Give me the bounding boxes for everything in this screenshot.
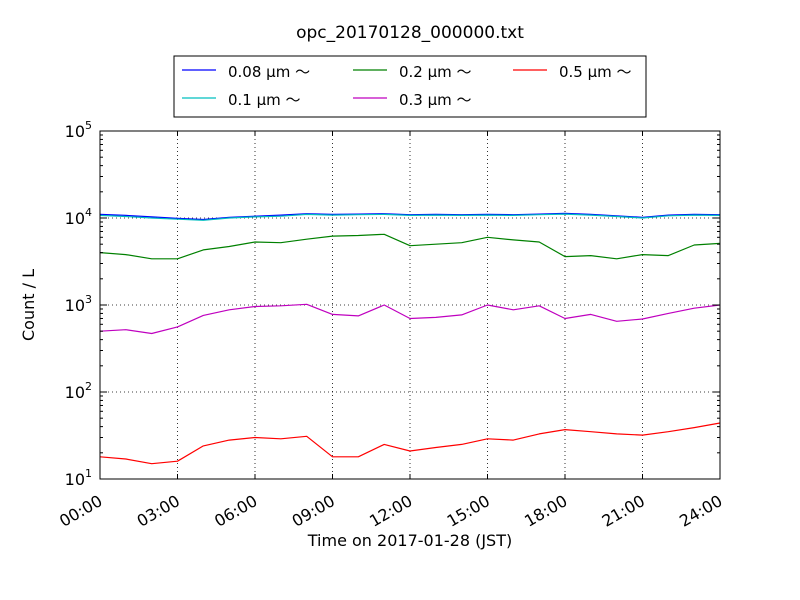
legend-frame	[173, 55, 647, 118]
y-tick-label: 102	[65, 380, 92, 402]
y-tick-label: 101	[65, 467, 92, 489]
axis-ticks	[99, 130, 721, 480]
x-axis-label: Time on 2017-01-28 (JST)	[307, 531, 512, 550]
y-tick-label: 105	[65, 119, 92, 141]
grid	[100, 131, 720, 479]
series-line-1	[99, 213, 721, 221]
series-line-3	[99, 303, 721, 335]
series-layer	[99, 212, 721, 465]
series-line-0	[99, 212, 721, 221]
y-tick-label: 103	[65, 293, 92, 315]
y-tick-label: 104	[65, 206, 92, 228]
legend-label: 0.08 μm ～	[228, 63, 310, 81]
series-line-4	[99, 422, 721, 465]
series-line-2	[99, 233, 721, 260]
y-tick-labels: 101 102 103 104 105	[65, 119, 92, 489]
legend-label: 0.1 μm ～	[228, 91, 301, 109]
legend-label: 0.2 μm ～	[399, 63, 472, 81]
chart-title: opc_20170128_000000.txt	[296, 23, 524, 43]
legend-label: 0.3 μm ～	[399, 91, 472, 109]
y-axis-label: Count / L	[19, 269, 38, 341]
legend-label: 0.5 μm ～	[559, 63, 632, 81]
legend: 0.08 μm ～ 0.1 μm ～ 0.2 μm ～ 0.3 μm ～ 0.5 μm …	[173, 55, 647, 118]
